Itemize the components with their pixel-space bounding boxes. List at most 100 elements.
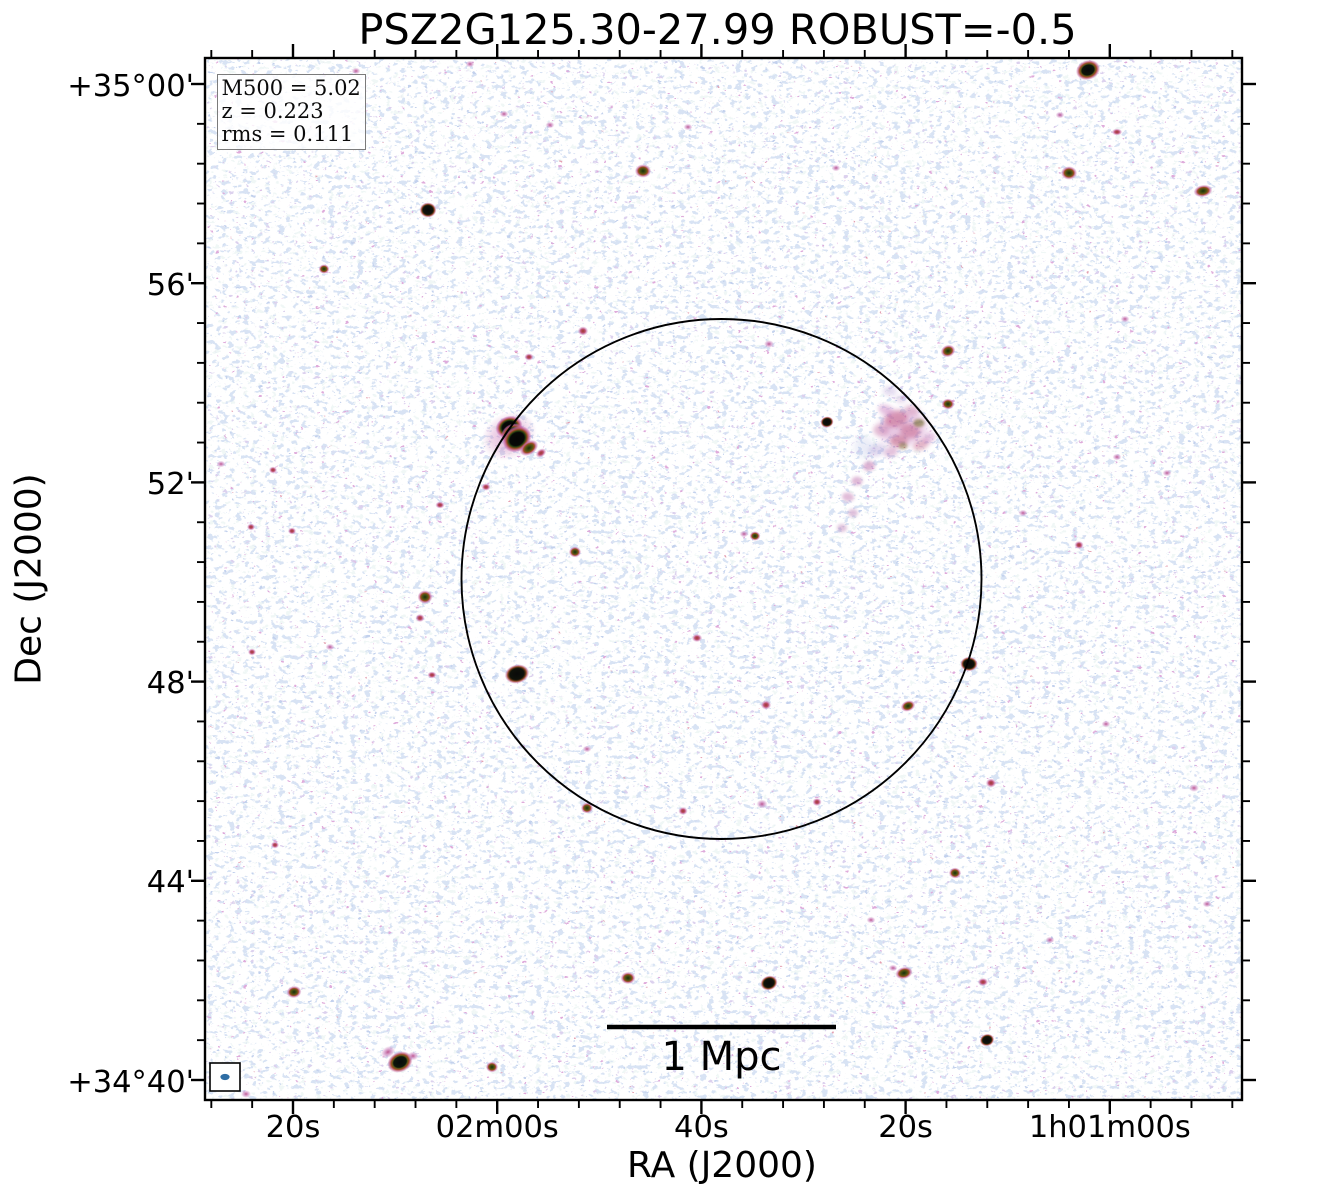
- radio-source: [1074, 540, 1084, 550]
- radio-source: [979, 1033, 995, 1047]
- radio-source: [941, 398, 955, 410]
- radio-source: [216, 460, 226, 468]
- radio-source: [866, 916, 876, 924]
- radio-source: [985, 778, 997, 788]
- radio-source: [247, 648, 257, 656]
- radio-source: [756, 799, 768, 809]
- halo-blob: [863, 460, 875, 472]
- radio-sources: [216, 59, 1213, 1100]
- y-axis-label: Dec (J2000): [8, 472, 50, 685]
- radio-source: [900, 700, 916, 712]
- halo-blob: [851, 476, 863, 486]
- radio-source: [749, 531, 761, 541]
- radio-source: [678, 806, 688, 816]
- y-tick-label: 56': [146, 267, 194, 303]
- radio-source: [535, 448, 547, 458]
- diffuse-radio-emission: [837, 386, 936, 532]
- radio-source: [1018, 509, 1028, 517]
- radio-source: [435, 501, 445, 509]
- axis-ticks: [191, 44, 1256, 1114]
- radio-source: [580, 802, 594, 814]
- halo-blob: [883, 386, 897, 396]
- radio-source: [948, 867, 962, 879]
- radio-source: [499, 110, 509, 118]
- radio-source: [268, 466, 278, 474]
- radio-source: [407, 1051, 419, 1061]
- x-tick-label: 02m00s: [435, 1109, 559, 1145]
- halo-blob: [905, 404, 919, 416]
- radio-source: [1101, 720, 1111, 728]
- y-tick-label: 52': [146, 466, 194, 502]
- x-axis-label: RA (J2000): [627, 1144, 817, 1186]
- radio-source: [577, 326, 589, 336]
- halo-blob: [868, 443, 886, 457]
- sky-image: [205, 58, 1242, 1100]
- annotation-box: M500 = 5.02 z = 0.223 rms = 0.111: [217, 74, 366, 150]
- radio-source: [246, 523, 256, 531]
- radio-source: [519, 439, 539, 457]
- y-tick-label: +35°00': [67, 68, 194, 104]
- x-tick-label: 20s: [878, 1109, 933, 1145]
- halo-blob: [884, 410, 908, 428]
- radio-source: [545, 121, 555, 129]
- radio-source: [485, 1061, 499, 1073]
- radio-source: [1162, 469, 1172, 477]
- radio-source: [691, 633, 703, 643]
- radio-source: [417, 590, 433, 604]
- radio-source: [634, 164, 652, 178]
- radio-source: [764, 340, 774, 348]
- radio-source: [465, 60, 475, 68]
- radio-source: [582, 745, 592, 753]
- radio-source: [419, 202, 437, 218]
- halo-blob: [873, 424, 889, 436]
- radio-source: [940, 344, 956, 358]
- annotation-rms: rms = 0.111: [221, 122, 354, 147]
- halo-blob: [884, 446, 898, 458]
- radio-source: [831, 164, 841, 172]
- radio-source: [241, 1090, 251, 1098]
- radio-source: [895, 966, 913, 980]
- x-tick-label: 20s: [265, 1109, 321, 1145]
- halo-blob: [900, 423, 920, 439]
- halo-blob: [848, 509, 858, 517]
- radio-source: [620, 971, 636, 985]
- scalebar-label: 1 Mpc: [661, 1034, 782, 1080]
- radio-source: [415, 613, 425, 623]
- x-tick-label: 1h01m00s: [1028, 1109, 1191, 1145]
- radio-source: [760, 975, 778, 991]
- radio-source: [427, 671, 437, 679]
- beam-ellipse: [220, 1073, 230, 1081]
- halo-blob: [913, 439, 929, 451]
- radio-source: [318, 264, 330, 274]
- radio-source: [1060, 166, 1078, 180]
- radio-source: [1055, 111, 1065, 119]
- radio-source: [1111, 128, 1123, 136]
- radio-source: [270, 841, 280, 849]
- radio-source: [1120, 315, 1130, 323]
- radio-source: [481, 483, 491, 491]
- radio-source: [977, 977, 989, 987]
- radio-source: [380, 1045, 396, 1059]
- radio-source: [1075, 59, 1101, 81]
- annotation-m500: M500 = 5.02: [221, 75, 361, 100]
- y-tick-label: 44': [146, 865, 194, 901]
- halo-blob: [922, 432, 936, 444]
- scalebar-line: [607, 1024, 836, 1030]
- x-tick-label: 40s: [674, 1109, 729, 1145]
- plot-frame: [203, 56, 1244, 1102]
- radio-source: [325, 643, 335, 651]
- halo-blob: [895, 395, 907, 403]
- halo-blob: [837, 524, 847, 532]
- plot-title: PSZ2G125.30-27.99 ROBUST=-0.5: [358, 4, 1077, 54]
- radio-source: [1202, 900, 1212, 908]
- radio-source: [524, 353, 534, 361]
- radio-source: [1193, 184, 1213, 198]
- halo-blob: [913, 419, 925, 427]
- radio-source: [351, 67, 361, 75]
- annotation-z: z = 0.223: [221, 98, 324, 123]
- halo-blob: [842, 492, 854, 502]
- radio-source: [739, 530, 749, 538]
- radio-source: [387, 1051, 413, 1073]
- halo-blob: [898, 442, 908, 450]
- radio-source: [287, 527, 297, 535]
